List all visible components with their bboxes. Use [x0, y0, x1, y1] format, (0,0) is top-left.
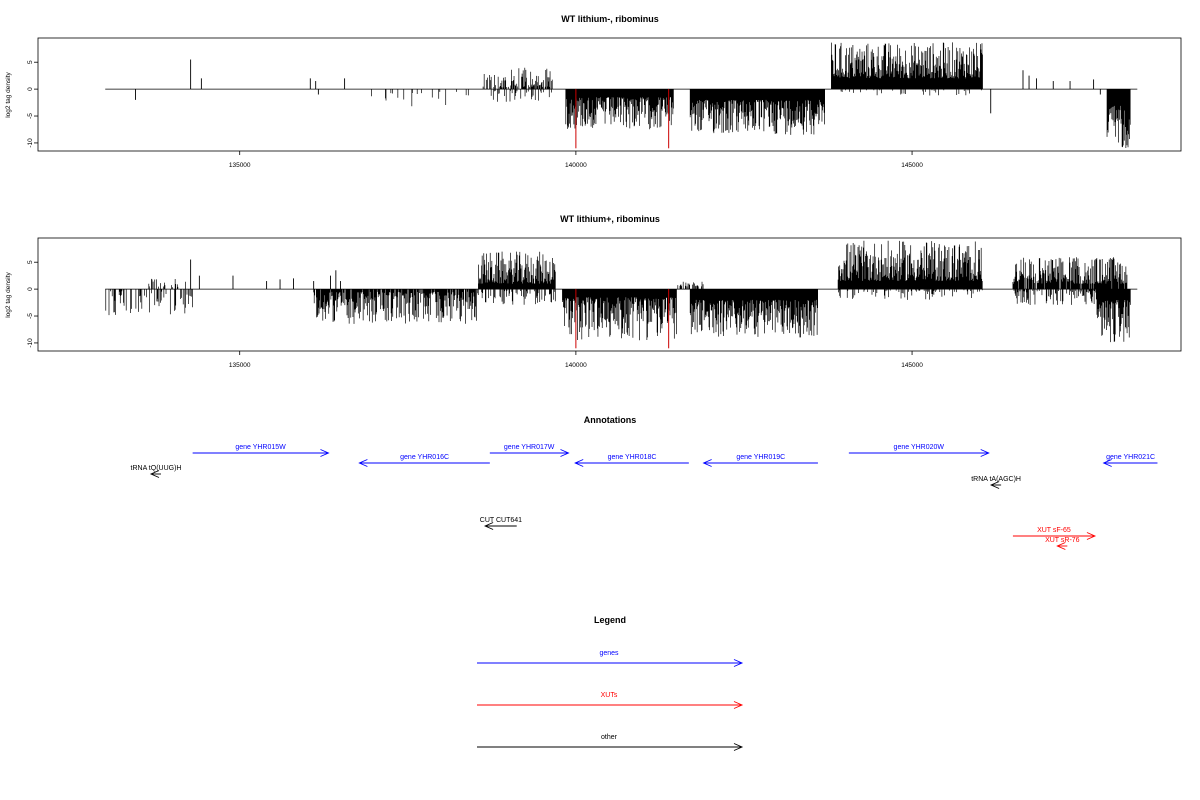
x-tick-label: 145000	[901, 162, 923, 169]
feature-arrow	[989, 481, 1002, 489]
x-tick-label: 145000	[901, 362, 923, 369]
y-tick-label: -5	[27, 113, 34, 119]
y-axis-label: log2 tag density	[5, 71, 12, 117]
density-bar-group	[371, 42, 1131, 148]
feature-label: gene YHR020W	[894, 444, 945, 451]
plot-frame	[37, 237, 1182, 352]
feature-label: CUT CUT641	[480, 517, 522, 524]
feature-label: gene YHR017W	[504, 444, 555, 451]
feature-label: XUT sF-65	[1037, 527, 1071, 534]
plot-frame	[37, 37, 1182, 152]
marker-lines	[575, 289, 670, 349]
feature-arrow	[192, 449, 330, 457]
feature-arrow	[489, 449, 570, 457]
feature-label: gene YHR021C	[1106, 454, 1155, 461]
density-bars	[105, 42, 1138, 148]
x-tick-label: 140000	[565, 162, 587, 169]
legend-arrow	[477, 701, 744, 709]
feature-label: gene YHR015W	[235, 444, 286, 451]
y-tick-label: 0	[27, 287, 34, 291]
annotations-title: Annotations	[584, 415, 637, 425]
x-tick-label: 135000	[229, 362, 251, 369]
y-tick-label: -10	[27, 338, 34, 348]
legend-title: Legend	[594, 615, 626, 625]
legend-label: genes	[599, 650, 619, 657]
x-tick-label: 135000	[229, 162, 251, 169]
panel-title: WT lithium-, ribominus	[561, 14, 659, 24]
density-bars	[105, 240, 1138, 343]
feature-label: gene YHR019C	[736, 454, 785, 461]
feature-list: gene YHR015W gene YHR016C gene YHR017W gene…	[131, 444, 1158, 550]
legend-items: genes XUTs other	[477, 650, 744, 751]
feature-label: tRNA tQ(UUG)H	[131, 465, 182, 472]
legend-arrow	[477, 659, 744, 667]
y-tick-label: 0	[27, 87, 34, 91]
feature-arrow	[1056, 542, 1068, 550]
feature-arrow	[1012, 532, 1097, 540]
panel-title: WT lithium+, ribominus	[560, 214, 660, 224]
feature-arrow	[358, 459, 490, 467]
legend: Legend genes XUTs other	[477, 615, 744, 751]
axes: 5 0 -5 -10 135000 140000 145000	[27, 260, 923, 369]
legend-arrow	[477, 743, 744, 751]
feature-arrow	[574, 459, 689, 467]
y-axis-label: log2 tag density	[5, 271, 12, 317]
y-tick-label: -5	[27, 313, 34, 319]
feature-label: gene YHR018C	[608, 454, 657, 461]
feature-arrow	[483, 522, 517, 530]
y-tick-label: 5	[27, 260, 34, 264]
y-tick-label: -10	[27, 138, 34, 148]
density-bar-group	[105, 240, 1131, 343]
feature-label: XUT sR-76	[1045, 537, 1080, 544]
feature-arrow	[149, 470, 161, 478]
x-tick-label: 140000	[565, 362, 587, 369]
legend-label: XUTs	[601, 692, 618, 699]
feature-label: tRNA tA(AGC)H	[971, 476, 1021, 483]
track-panel-lithium-plus: WT lithium+, ribominus log2 tag density …	[5, 214, 1182, 369]
feature-arrow	[1102, 459, 1158, 467]
track-panel-lithium-minus: WT lithium-, ribominus log2 tag density …	[5, 14, 1182, 169]
marker-lines	[575, 89, 670, 149]
feature-arrow	[848, 449, 990, 457]
legend-label: other	[601, 734, 618, 741]
axes: 5 0 -5 -10 135000 140000 145000	[27, 60, 923, 169]
feature-label: gene YHR016C	[400, 454, 449, 461]
feature-arrow	[702, 459, 818, 467]
y-tick-label: 5	[27, 60, 34, 64]
